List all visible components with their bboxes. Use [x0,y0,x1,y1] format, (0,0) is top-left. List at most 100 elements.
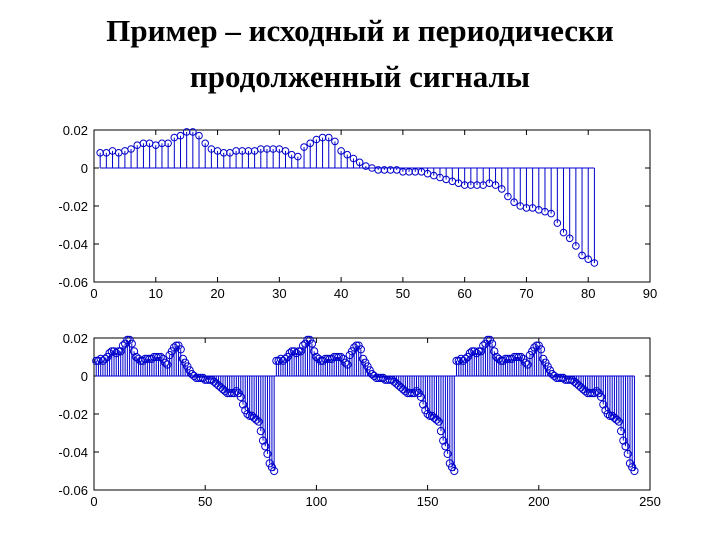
stem-marker [236,392,245,401]
stem-marker [263,449,272,458]
stem-marker [590,259,599,267]
stem-marker [118,341,128,350]
stem-marker [164,139,172,148]
x-tick-label: 200 [528,494,550,509]
stem-marker [450,466,459,476]
title-line-1: Пример – исходный и периодически [106,13,614,48]
stem-marker [584,255,593,264]
y-tick-label: -0.02 [58,199,88,214]
stem-marker [161,358,170,367]
stem-marker [114,347,123,356]
stem-marker [156,352,165,362]
x-tick-label: 60 [457,286,471,301]
x-tick-label: 80 [581,286,595,301]
stem-marker [223,389,232,398]
stem-marker [337,147,345,155]
stem-marker [192,373,201,382]
stem-marker [343,360,352,369]
stem-marker [423,409,432,419]
stem-marker [614,417,623,426]
stem-marker [559,228,568,237]
stem-marker [439,436,448,445]
stem-marker [355,158,364,167]
stem-marker [258,436,268,445]
stem-marker [227,389,236,398]
stem-marker [592,387,601,396]
stem-marker [134,354,143,363]
stem-marker [252,415,261,424]
x-tick-label: 50 [396,286,410,301]
y-tick-label: -0.04 [58,237,88,252]
y-tick-label: -0.04 [58,445,88,460]
stem-marker [256,427,265,436]
stem-marker [372,373,381,382]
stem-marker [290,347,299,356]
stem-marker [149,352,159,362]
stem-marker [109,347,119,356]
stem-marker [461,354,470,363]
stem-marker [321,354,330,363]
stem-marker [501,354,510,363]
stem-marker [324,133,333,142]
stem-marker [416,392,426,401]
stem-marker [497,185,506,193]
stem-marker [101,354,110,363]
stem-marker [612,415,621,424]
stem-marker [616,427,626,436]
stem-marker [452,356,461,365]
stem-marker [341,358,350,367]
title-line-2: продолженный сигналы [189,59,531,94]
x-tick-label: 20 [210,286,224,301]
stem-marker [583,389,592,398]
stem-marker [141,354,150,363]
stem-marker [603,409,612,419]
stem-marker [306,139,315,148]
stem-marker [285,349,294,358]
x-tick-label: 150 [417,494,439,509]
stem-marker [504,192,512,201]
stem-marker [536,345,546,354]
stem-marker [552,373,561,382]
stem-marker [300,143,308,151]
stem-marker [432,415,441,424]
stem-marker [331,137,339,146]
stem-marker [230,389,239,398]
stem-marker [521,358,530,367]
stem-marker [334,352,343,362]
stem-marker [349,154,358,163]
page-title: Пример – исходный и периодически продолж… [0,8,720,100]
stem-marker [619,436,628,445]
stem-marker [443,449,452,458]
stem-marker [310,347,319,356]
stem-marker [298,341,308,350]
stem-marker [470,347,479,356]
stem-marker [238,400,248,409]
stem-marker [467,347,477,356]
stem-marker [281,354,290,363]
stem-marker [476,347,486,356]
stem-marker [307,339,317,348]
stem-marker [465,349,474,358]
stem-marker [292,349,301,358]
stem-marker [294,347,303,356]
stem-marker [163,360,172,369]
stem-marker [410,389,419,398]
stem-marker [565,234,574,243]
stem-marker [605,411,615,420]
stem-marker [154,352,163,362]
stem-marker [623,449,632,458]
x-tick-label: 30 [272,286,286,301]
stem-marker [547,209,555,218]
stem-marker [441,442,450,451]
stem-marker [599,400,608,409]
stem-marker [105,349,114,358]
stem-marker [425,411,434,420]
x-tick-label: 10 [149,286,163,301]
stem-marker [272,356,281,365]
stem-marker [201,139,209,148]
stem-marker [270,466,279,476]
x-tick-label: 0 [90,286,97,301]
stem-marker [434,417,443,426]
stem-marker [107,347,116,356]
stem-marker [510,198,518,206]
